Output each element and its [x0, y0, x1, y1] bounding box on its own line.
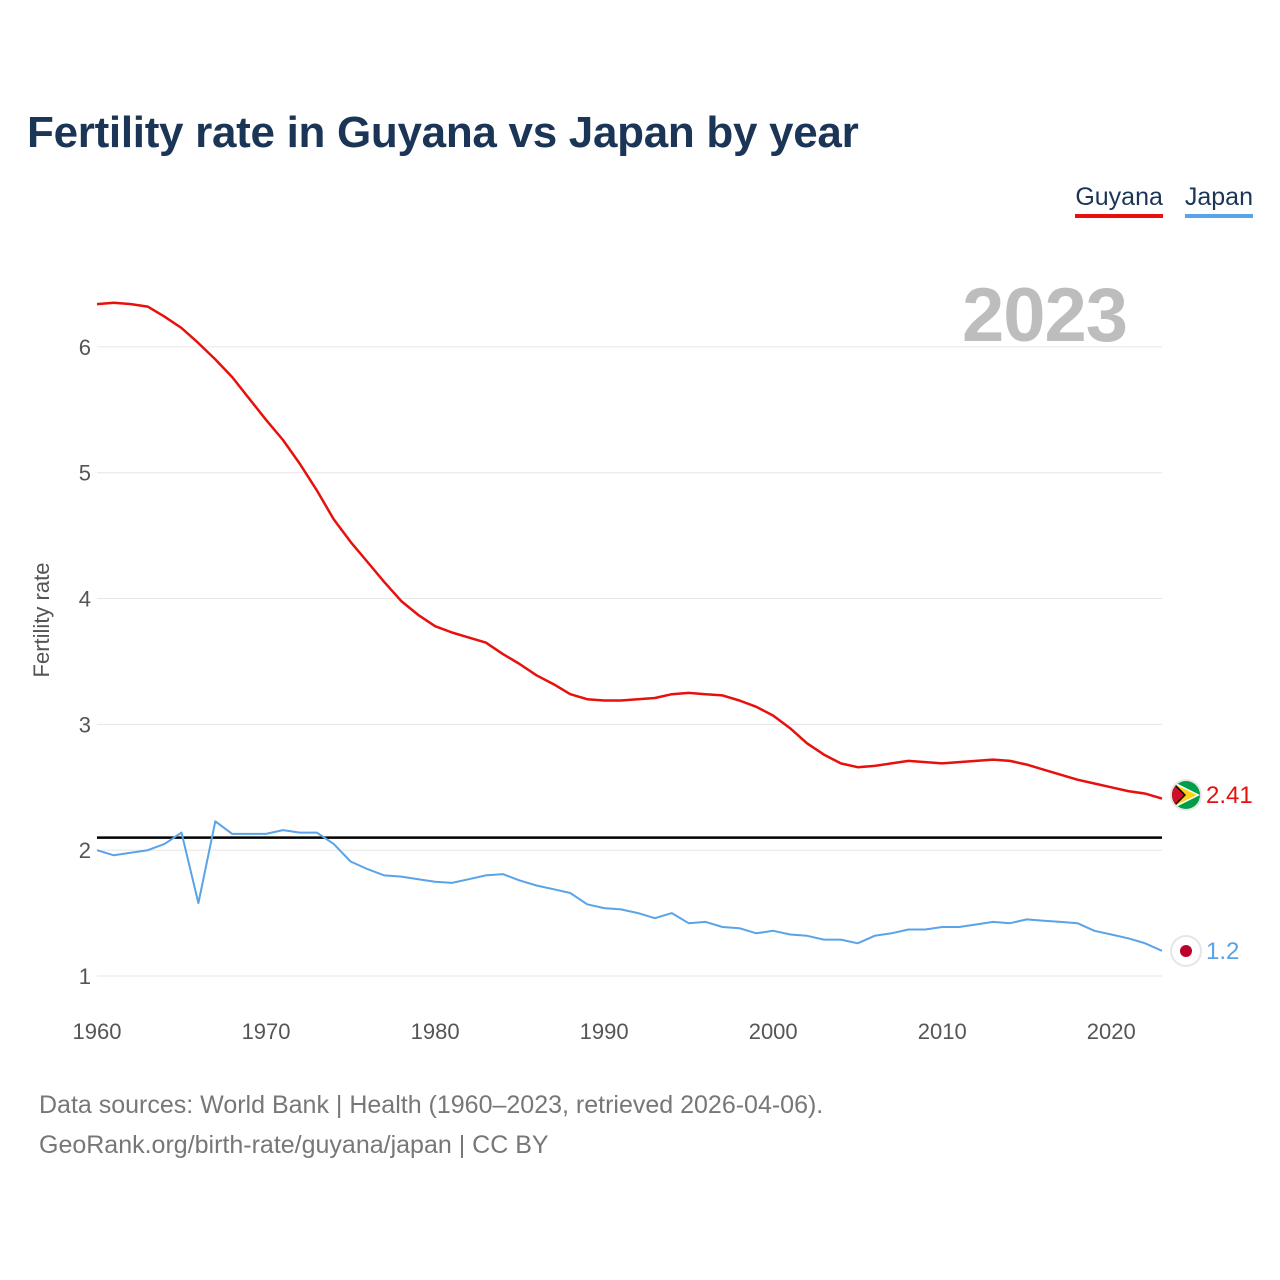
x-tick-label: 1980	[411, 1019, 460, 1044]
chart-title: Fertility rate in Guyana vs Japan by yea…	[27, 108, 859, 157]
y-tick-label: 4	[79, 587, 91, 612]
x-axis-ticks: 1960 1970 1980 1990 2000 2010 2020	[73, 1019, 1136, 1044]
japan-end-value: 1.2	[1206, 938, 1239, 965]
legend-item-guyana[interactable]: Guyana	[1075, 183, 1163, 218]
series-lines	[96, 301, 1163, 952]
y-tick-label: 1	[79, 964, 91, 989]
japan-flag-icon	[1170, 935, 1202, 967]
year-watermark: 2023	[962, 273, 1128, 358]
x-tick-label: 2000	[749, 1019, 798, 1044]
footer-credit: GeoRank.org/birth-rate/guyana/japan | CC…	[39, 1131, 549, 1159]
legend-item-japan[interactable]: Japan	[1184, 183, 1253, 218]
grid-lines	[97, 346, 1162, 977]
y-axis-ticks: 1 2 3 4 5 6	[79, 335, 91, 989]
y-tick-label: 5	[79, 461, 91, 486]
guyana-end-value: 2.41	[1206, 782, 1253, 809]
footer-source: Data sources: World Bank | Health (1960–…	[39, 1091, 824, 1119]
x-tick-label: 2010	[918, 1019, 967, 1044]
x-tick-label: 2020	[1087, 1019, 1136, 1044]
y-tick-label: 2	[79, 838, 91, 863]
y-tick-label: 3	[79, 712, 91, 737]
guyana-flag-icon	[1170, 779, 1202, 811]
y-tick-label: 6	[79, 335, 91, 360]
series-line-japan	[96, 820, 1163, 952]
x-tick-label: 1990	[580, 1019, 629, 1044]
end-markers: 2.41 1.2	[1170, 779, 1253, 967]
x-tick-label: 1960	[73, 1019, 122, 1044]
series-line-guyana	[96, 301, 1163, 800]
footer: Data sources: World Bank | Health (1960–…	[39, 1085, 823, 1165]
x-tick-label: 1970	[242, 1019, 291, 1044]
legend: Guyana Japan	[1075, 183, 1253, 218]
